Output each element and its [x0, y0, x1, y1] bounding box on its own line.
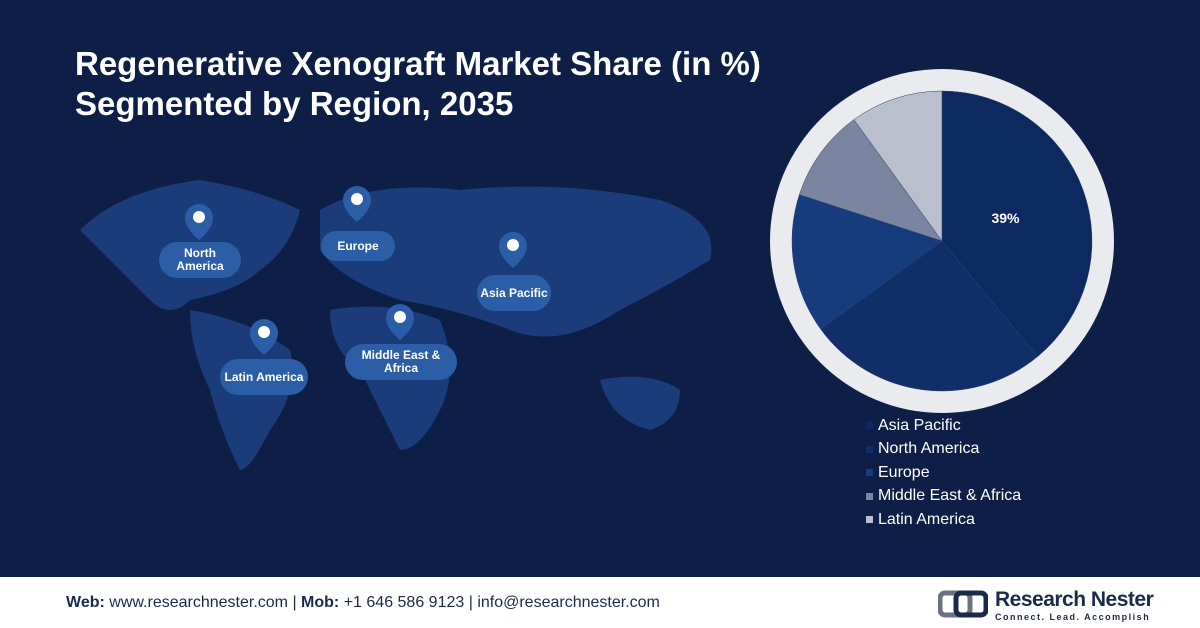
- footer: Web: www.researchnester.com | Mob: +1 64…: [0, 577, 1200, 628]
- email: info@researchnester.com: [477, 594, 660, 611]
- web-label: Web:: [66, 594, 105, 611]
- legend-swatch: [866, 516, 873, 524]
- region-label: Asia Pacific: [477, 275, 551, 311]
- pie-slice: [791, 194, 943, 330]
- mob: +1 646 586 9123: [343, 594, 465, 611]
- legend-item: Asia Pacific: [866, 414, 1021, 438]
- mob-label: Mob:: [301, 594, 340, 611]
- legend-label: Middle East & Africa: [878, 487, 1022, 505]
- pie-slice: [853, 90, 943, 242]
- region-label: Latin America: [220, 359, 308, 395]
- pie-chart: 39%: [770, 69, 1114, 413]
- logo: Research Nester Connect. Lead. Accomplis…: [995, 588, 1154, 622]
- region-label: Middle East & Africa: [345, 344, 457, 380]
- legend-item: North America: [866, 438, 1021, 462]
- legend-swatch: [866, 492, 873, 500]
- logo-icon: [938, 590, 988, 618]
- logo-tagline: Connect. Lead. Accomplish: [995, 612, 1151, 622]
- legend-item: Europe: [866, 461, 1021, 485]
- legend-swatch: [866, 445, 873, 453]
- region-label: North America: [159, 242, 241, 278]
- data-label: 39%: [991, 210, 1020, 226]
- legend-label: Asia Pacific: [878, 416, 961, 434]
- legend-swatch: [866, 422, 873, 430]
- contact-line: Web: www.researchnester.com | Mob: +1 64…: [66, 594, 660, 611]
- legend-swatch: [866, 469, 873, 477]
- region-label: Europe: [321, 231, 395, 261]
- legend-label: North America: [878, 440, 980, 458]
- chart-title: Regenerative Xenograft Market Share (in …: [75, 45, 761, 122]
- pie-slice: [941, 90, 1093, 357]
- web: www.researchnester.com: [109, 594, 288, 611]
- logo-name: Research Nester: [995, 588, 1154, 611]
- legend-label: Europe: [878, 463, 930, 481]
- legend-label: Latin America: [878, 510, 975, 528]
- legend-item: Latin America: [866, 508, 1021, 532]
- legend-item: Middle East & Africa: [866, 485, 1021, 509]
- pie-slice: [799, 119, 943, 242]
- legend: Asia Pacific North America Europe Middle Ea…: [866, 414, 1021, 532]
- pie-slice: [820, 240, 1038, 392]
